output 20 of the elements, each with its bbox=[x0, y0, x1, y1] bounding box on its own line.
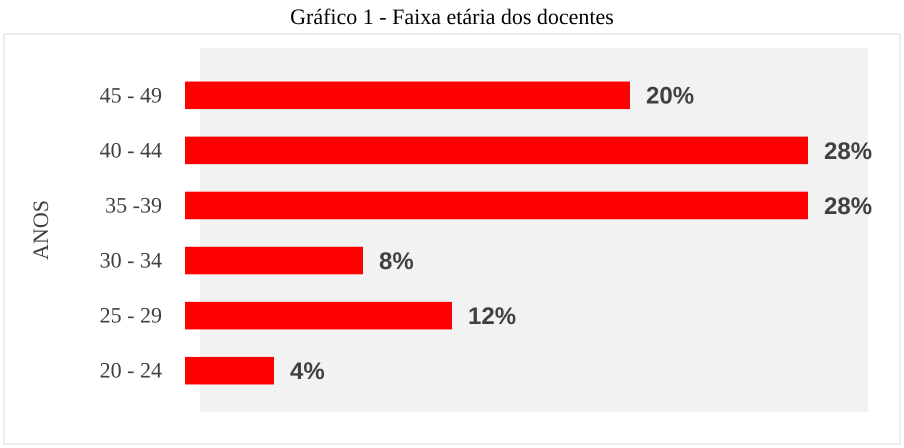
data-label: 28% bbox=[824, 192, 872, 220]
y-tick-label: 35 -39 bbox=[105, 192, 162, 218]
bar bbox=[185, 246, 363, 274]
data-label: 28% bbox=[824, 138, 872, 165]
bar bbox=[185, 302, 452, 330]
data-label: 12% bbox=[468, 303, 516, 330]
y-tick-label: 40 - 44 bbox=[100, 137, 162, 162]
chart-title: Gráfico 1 - Faixa etária dos docentes bbox=[290, 4, 614, 29]
y-tick-label: 25 - 29 bbox=[100, 302, 162, 328]
y-tick-label: 30 - 34 bbox=[100, 248, 162, 273]
data-label: 4% bbox=[290, 358, 325, 386]
data-label: 20% bbox=[646, 82, 694, 110]
y-tick-label: 20 - 24 bbox=[100, 358, 162, 383]
bar bbox=[185, 82, 630, 110]
bar bbox=[185, 356, 274, 384]
data-label: 8% bbox=[379, 248, 414, 275]
y-axis-title: ANOS bbox=[28, 200, 53, 260]
bar bbox=[185, 136, 808, 164]
y-tick-label: 45 - 49 bbox=[100, 82, 162, 108]
bar bbox=[185, 192, 808, 220]
